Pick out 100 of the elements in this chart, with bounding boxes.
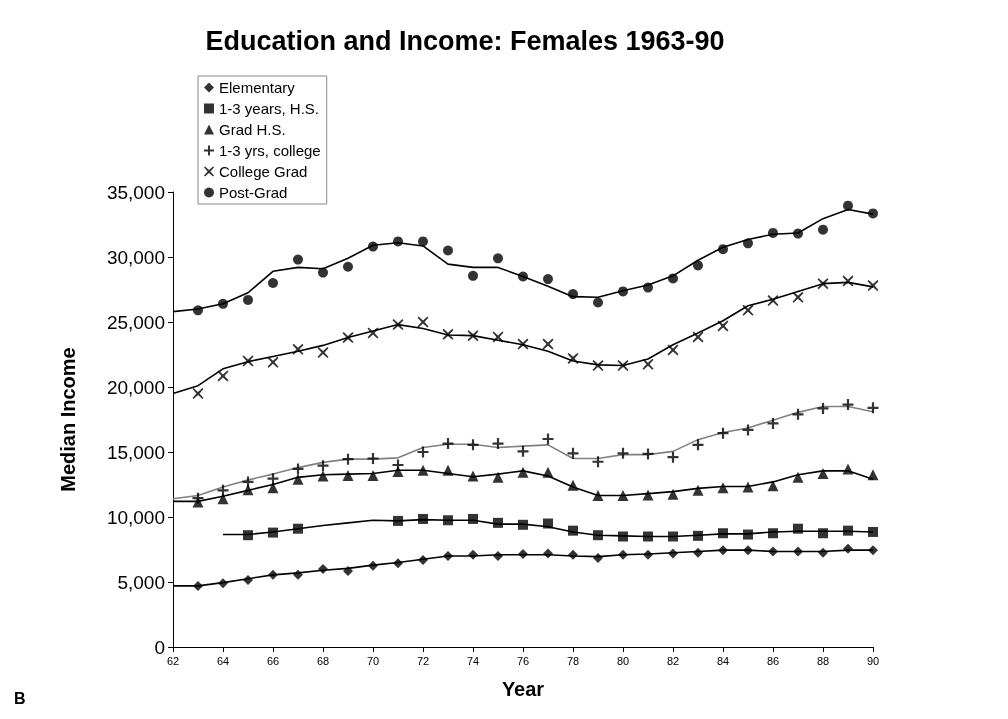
point <box>742 481 754 493</box>
point <box>193 580 203 591</box>
point <box>693 547 703 558</box>
point <box>617 447 629 459</box>
point <box>243 530 253 541</box>
point <box>418 513 428 524</box>
legend-label: Grad H.S. <box>219 121 286 138</box>
text: B <box>14 690 26 708</box>
point <box>692 484 704 496</box>
point <box>567 352 579 364</box>
point <box>568 525 578 536</box>
x-tick-label: 82 <box>666 654 680 667</box>
point <box>817 278 829 290</box>
point <box>717 320 729 332</box>
point <box>243 575 253 586</box>
point <box>443 515 453 526</box>
point <box>367 453 379 464</box>
point <box>867 402 879 414</box>
point <box>693 530 703 541</box>
point <box>318 564 328 574</box>
point <box>742 304 754 316</box>
point <box>442 438 454 450</box>
point <box>817 402 829 414</box>
x-tick-label: 72 <box>416 654 430 667</box>
point <box>268 569 278 580</box>
point <box>517 466 529 478</box>
point <box>242 484 254 496</box>
point <box>592 456 604 468</box>
y-tick-label: 35,000 <box>106 181 165 203</box>
point <box>692 331 704 343</box>
x-tick-label: 74 <box>466 654 480 667</box>
point <box>793 228 803 239</box>
point <box>642 489 654 501</box>
point <box>792 291 804 303</box>
point <box>443 551 453 561</box>
point <box>518 519 528 530</box>
point <box>667 488 679 500</box>
point <box>343 261 353 272</box>
point <box>293 254 303 265</box>
point <box>242 476 254 488</box>
x-tick-label: 88 <box>816 654 830 667</box>
y-tick-label: 15,000 <box>106 441 165 463</box>
x-tick-label: 86 <box>766 654 780 667</box>
point <box>517 445 529 457</box>
point <box>393 558 403 569</box>
point <box>492 471 504 483</box>
point <box>268 527 278 538</box>
x-tick-label: 90 <box>866 654 880 667</box>
point <box>717 482 729 494</box>
x-tick-label: 84 <box>716 654 730 667</box>
point <box>643 549 653 560</box>
point <box>392 319 404 331</box>
point <box>543 518 553 529</box>
point <box>442 328 454 340</box>
point <box>342 453 354 465</box>
point <box>567 447 579 459</box>
point <box>718 528 728 539</box>
point <box>793 546 803 557</box>
point <box>467 330 479 342</box>
point <box>468 513 478 524</box>
point <box>392 459 404 471</box>
point <box>193 305 203 316</box>
point <box>843 200 853 211</box>
point <box>218 578 228 589</box>
point <box>342 469 354 481</box>
x-tick-label: 64 <box>216 654 230 667</box>
x-tick-label: 66 <box>266 654 280 667</box>
point <box>292 473 304 485</box>
point <box>593 530 603 541</box>
point <box>493 253 503 264</box>
point <box>493 517 503 528</box>
point <box>668 548 678 559</box>
y-tick-label: 5,000 <box>117 571 165 593</box>
point <box>393 515 403 526</box>
point <box>868 545 878 556</box>
point <box>192 492 204 504</box>
x-tick-label: 80 <box>616 654 630 667</box>
point <box>867 280 879 292</box>
point <box>542 466 554 478</box>
point <box>267 482 279 494</box>
point <box>767 417 779 429</box>
point <box>418 554 428 565</box>
point <box>693 260 703 271</box>
point <box>543 274 553 285</box>
point <box>467 470 479 482</box>
x-tick-label: 68 <box>316 654 330 667</box>
point <box>643 531 653 542</box>
point <box>317 470 329 482</box>
point <box>692 439 704 451</box>
point <box>668 531 678 542</box>
point <box>292 463 304 475</box>
point <box>868 526 878 537</box>
point <box>543 548 553 559</box>
point <box>518 271 528 282</box>
point <box>842 275 854 287</box>
point <box>242 355 254 367</box>
y-tick-label: 20,000 <box>106 376 165 398</box>
point <box>267 356 279 368</box>
point <box>217 493 229 505</box>
point <box>743 238 753 249</box>
